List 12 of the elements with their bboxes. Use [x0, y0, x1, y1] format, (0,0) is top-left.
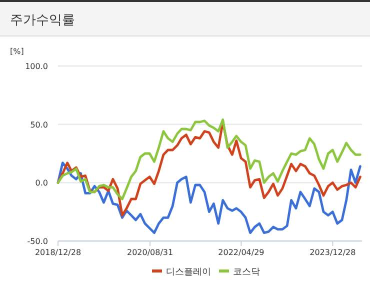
x-tick-label: 2023/12/28 — [310, 248, 356, 257]
x-tick-label: 2018/12/28 — [34, 248, 82, 257]
y-tick-label: -50.0 — [27, 237, 48, 246]
x-tick-label: 2022/04/29 — [218, 248, 264, 257]
ylabel: [%] — [10, 47, 24, 56]
y-tick-label: 100.0 — [25, 62, 48, 71]
legend-label: 디스플레이 — [166, 268, 211, 278]
y-tick-label: 0.0 — [35, 178, 48, 188]
y-tick-label: 50.0 — [30, 120, 48, 130]
legend-label: 코스닥 — [233, 268, 260, 278]
x-tick-label: 2020/08/31 — [127, 248, 174, 257]
title: 주가수익률 — [10, 13, 75, 28]
